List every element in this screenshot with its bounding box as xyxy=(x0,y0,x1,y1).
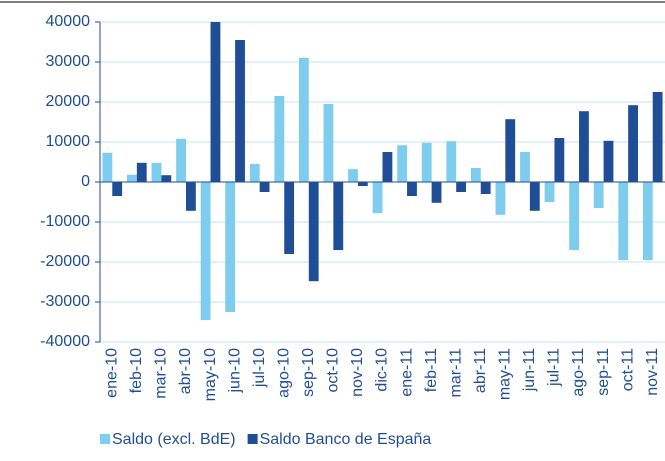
bar xyxy=(652,92,663,182)
x-tick-label: sep-10 xyxy=(300,348,317,397)
bar xyxy=(446,141,457,182)
bar xyxy=(480,182,491,194)
x-tick-label: jun-10 xyxy=(226,348,243,394)
bar xyxy=(431,182,442,203)
bar xyxy=(185,182,196,211)
bar xyxy=(397,145,408,182)
x-tick-label: may-11 xyxy=(497,348,514,400)
y-tick-label: -40000 xyxy=(40,333,90,350)
bar xyxy=(298,58,309,182)
y-tick-label: 40000 xyxy=(46,13,91,30)
y-tick-label: 10000 xyxy=(46,133,91,150)
x-tick-label: jul-10 xyxy=(251,348,268,388)
x-tick-label: may-10 xyxy=(202,348,219,401)
x-tick-label: ene-10 xyxy=(104,348,121,398)
x-tick-label: abr-10 xyxy=(177,348,194,394)
bar xyxy=(225,182,236,312)
bar xyxy=(102,152,113,182)
bar xyxy=(520,152,530,182)
bar xyxy=(495,182,506,215)
bar xyxy=(382,152,393,182)
bar xyxy=(579,111,589,182)
bar xyxy=(249,164,260,182)
x-tick-label: nov-10 xyxy=(349,348,366,397)
bar xyxy=(618,182,629,260)
x-tick-label: abr-11 xyxy=(472,348,489,393)
bar xyxy=(112,182,123,196)
bar xyxy=(372,182,383,214)
legend-swatch xyxy=(100,434,110,444)
bar xyxy=(554,138,565,182)
bar xyxy=(176,138,186,182)
bar xyxy=(603,140,614,182)
bar xyxy=(505,119,516,182)
x-tick-label: jun-11 xyxy=(521,348,538,392)
x-tick-label: mar-10 xyxy=(153,348,170,399)
x-tick-label: dic-10 xyxy=(374,348,391,392)
bar xyxy=(642,182,653,260)
bar xyxy=(529,182,540,211)
bar xyxy=(259,182,270,192)
y-tick-label: -30000 xyxy=(40,293,90,310)
bar xyxy=(235,40,245,182)
bar xyxy=(593,182,604,208)
bar xyxy=(136,162,147,182)
y-tick-label: 0 xyxy=(81,173,90,190)
bar xyxy=(407,182,417,196)
bar xyxy=(210,22,221,182)
bar xyxy=(544,182,555,202)
legend-swatch xyxy=(247,434,258,444)
bar xyxy=(284,182,295,254)
y-tick-label: -10000 xyxy=(40,213,90,230)
bar xyxy=(628,105,638,182)
x-tick-label: sep-11 xyxy=(595,348,612,396)
y-tick-label: -20000 xyxy=(40,253,90,270)
bar xyxy=(357,182,368,186)
legend-label: Saldo (excl. BdE) xyxy=(112,431,236,448)
bar xyxy=(308,182,319,282)
x-tick-label: nov-11 xyxy=(644,348,661,396)
bar xyxy=(456,182,467,192)
x-tick-label: jul-11 xyxy=(546,348,563,387)
bar xyxy=(127,174,137,182)
bar xyxy=(569,182,580,250)
x-tick-label: feb-10 xyxy=(128,348,145,393)
bar xyxy=(421,142,432,182)
x-tick-label: oct-10 xyxy=(325,348,342,393)
bar xyxy=(348,169,358,182)
y-tick-label: 20000 xyxy=(46,93,91,110)
x-tick-label: ago-10 xyxy=(275,348,292,398)
bar xyxy=(151,162,162,182)
x-tick-label: feb-11 xyxy=(423,348,440,392)
x-tick-label: mar-11 xyxy=(447,348,464,398)
bar xyxy=(470,168,481,182)
y-tick-label: 30000 xyxy=(46,53,91,70)
bar xyxy=(274,96,285,182)
bar xyxy=(200,182,211,320)
bar xyxy=(333,182,344,250)
x-tick-label: ene-11 xyxy=(398,348,415,397)
bar xyxy=(161,175,172,182)
x-tick-label: ago-11 xyxy=(570,348,587,397)
x-tick-label: oct-11 xyxy=(619,348,636,391)
legend-label: Saldo Banco de España xyxy=(260,431,432,448)
bar xyxy=(323,104,334,182)
